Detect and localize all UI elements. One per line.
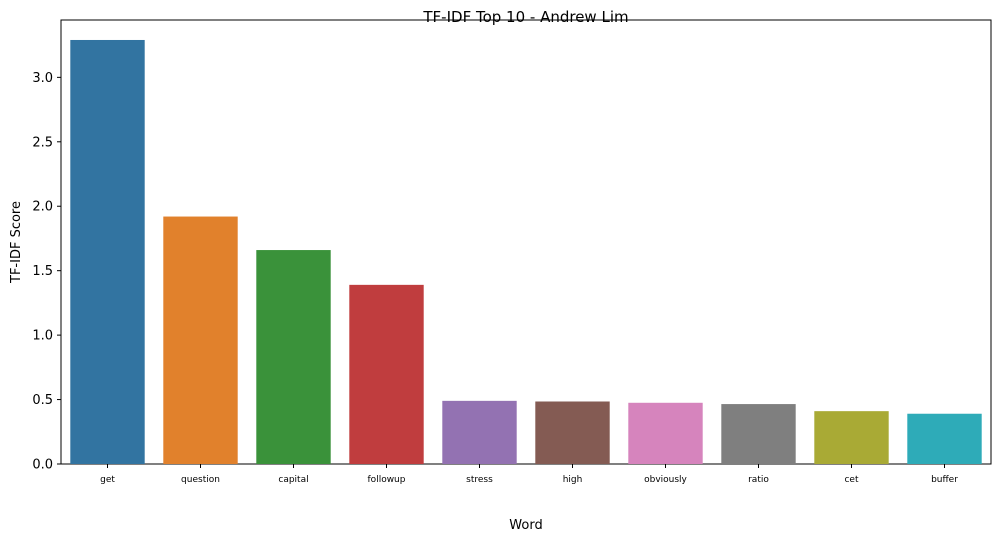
y-tick-label: 2.5 (32, 135, 53, 150)
x-tick-label: buffer (931, 475, 958, 485)
bar-group (70, 39, 982, 464)
x-tick-label: cet (844, 475, 858, 485)
bar-question (163, 216, 238, 464)
bar-stress (442, 400, 517, 464)
x-tick-label: high (563, 475, 583, 485)
bar-high (535, 401, 610, 464)
plot-area (60, 19, 992, 465)
x-axis: get question capital followup stress high obvi… (100, 464, 958, 485)
bar-buffer (907, 413, 982, 464)
x-tick-label: question (181, 475, 220, 485)
x-tick-label: get (100, 475, 115, 485)
x-tick-label: stress (466, 475, 493, 485)
x-tick-label: obviously (644, 475, 687, 485)
y-axis: 0.0 0.5 1.0 1.5 2.0 2.5 3.0 (32, 71, 61, 473)
y-tick-label: 2.0 (32, 200, 53, 215)
x-tick-label: ratio (748, 475, 769, 485)
bar-obviously (628, 402, 703, 464)
x-tick-label: capital (278, 475, 308, 485)
y-tick-label: 1.5 (32, 264, 53, 279)
bar-ratio (721, 404, 796, 464)
bar-followup (349, 284, 424, 464)
y-tick-label: 0.0 (32, 458, 53, 473)
y-axis-label: TF-IDF Score (9, 201, 24, 284)
y-tick-label: 3.0 (32, 71, 53, 86)
bar-capital (256, 250, 331, 464)
bar-get (70, 39, 145, 464)
chart-title: TF-IDF Top 10 - Andrew Lim (422, 8, 628, 26)
y-tick-label: 0.5 (32, 393, 53, 408)
x-axis-label: Word (509, 518, 542, 533)
bar-cet (814, 411, 889, 464)
y-tick-label: 1.0 (32, 329, 53, 344)
x-tick-label: followup (368, 475, 406, 485)
